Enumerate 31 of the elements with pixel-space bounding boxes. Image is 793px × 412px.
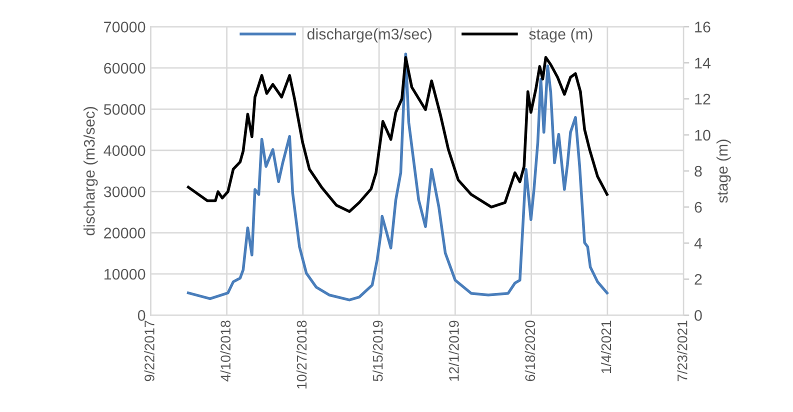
legend-label: discharge(m3/sec)	[307, 28, 432, 43]
y-tick-label: 50000	[104, 104, 146, 115]
y-tick-label: 0	[138, 310, 146, 321]
y-tick-label: 30000	[104, 186, 146, 198]
y-tick-label: 60000	[104, 62, 146, 74]
y2-tick-label: 2	[694, 274, 702, 285]
y2-tick-label: 14	[695, 58, 711, 68]
y-tick-label: 20000	[104, 228, 146, 238]
y2-tick-label: 6	[694, 202, 702, 213]
x-tick-label: 4/10/2018	[220, 320, 231, 382]
y2-tick-label: 10	[695, 130, 710, 141]
y2-tick-label: 12	[695, 94, 710, 104]
x-tick-label: 7/23/2021	[677, 320, 688, 382]
y2-tick-label: 4	[694, 238, 702, 249]
y-tick-label: 40000	[104, 145, 146, 156]
x-tick-label: 9/22/2017	[144, 320, 154, 382]
y2-axis-title: stage (m)	[716, 140, 731, 203]
x-tick-label: 1/4/2021	[600, 320, 612, 374]
x-tick-label: 6/18/2020	[524, 320, 536, 382]
y2-tick-label: 8	[694, 166, 702, 177]
x-tick-label: 10/27/2018	[296, 320, 307, 388]
line-series	[186, 52, 608, 302]
y-tick-label: 10000	[104, 268, 146, 280]
x-tick-label: 5/15/2019	[372, 320, 383, 382]
y2-tick-label: 0	[694, 310, 702, 321]
x-tick-label: 12/1/2019	[448, 320, 459, 381]
y-tick-label: 70000	[104, 22, 146, 32]
legend-label: stage (m)	[529, 28, 592, 43]
y-axis-title: discharge (m3/sec)	[84, 106, 98, 236]
line-series	[186, 56, 608, 213]
y2-tick-label: 16	[695, 22, 710, 32]
